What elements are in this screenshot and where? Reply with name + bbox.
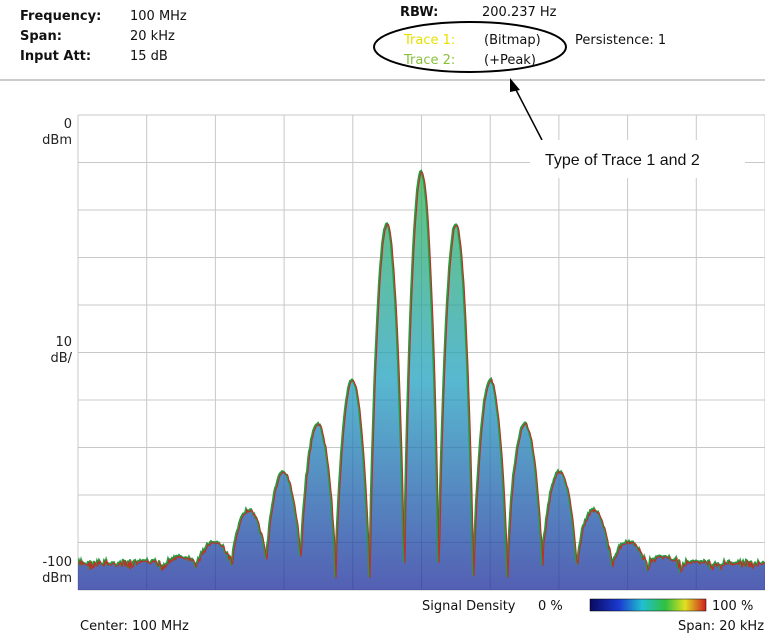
trace1-label: Trace 1: [403, 33, 455, 48]
density-bar [589, 598, 707, 612]
label: Frequency: [20, 9, 101, 24]
bitmap-fill [78, 170, 765, 590]
callout-arrow [513, 85, 543, 141]
axis-label: dBm [42, 133, 72, 148]
label: RBW: [400, 5, 438, 20]
arrowhead [510, 78, 520, 92]
density-max: 100 % [712, 599, 753, 614]
value: (+Peak) [484, 53, 536, 68]
span: Span: 20 kHz [678, 619, 764, 634]
value: 15 dB [130, 49, 168, 64]
axis-label: dBm [42, 571, 72, 586]
trace-1 [78, 171, 765, 579]
header: Frequency: 100 MHz Span: 20 kHz Input At… [20, 5, 666, 73]
value: Persistence: 1 [575, 33, 666, 48]
axis-label: -100 [42, 555, 72, 570]
value: (Bitmap) [484, 33, 541, 48]
density-min: 0 % [538, 599, 563, 614]
value: 20 kHz [130, 29, 175, 44]
density-label: Signal Density [422, 599, 516, 614]
label: Input Att: [20, 49, 91, 64]
spectrum [78, 169, 765, 590]
center-freq: Center: 100 MHz [80, 619, 189, 634]
trace2-label: Trace 2: [403, 53, 455, 68]
callout: Type of Trace 1 and 2 [545, 152, 700, 169]
axis-label: 0 [64, 117, 72, 132]
value: 100 MHz [130, 9, 187, 24]
callout-box [530, 140, 745, 178]
axis-label: dB/ [50, 351, 72, 366]
label: Span: [20, 29, 62, 44]
axis-label: 10 [55, 335, 72, 350]
highlight-ellipse [373, 21, 567, 73]
value: 200.237 Hz [482, 5, 557, 20]
